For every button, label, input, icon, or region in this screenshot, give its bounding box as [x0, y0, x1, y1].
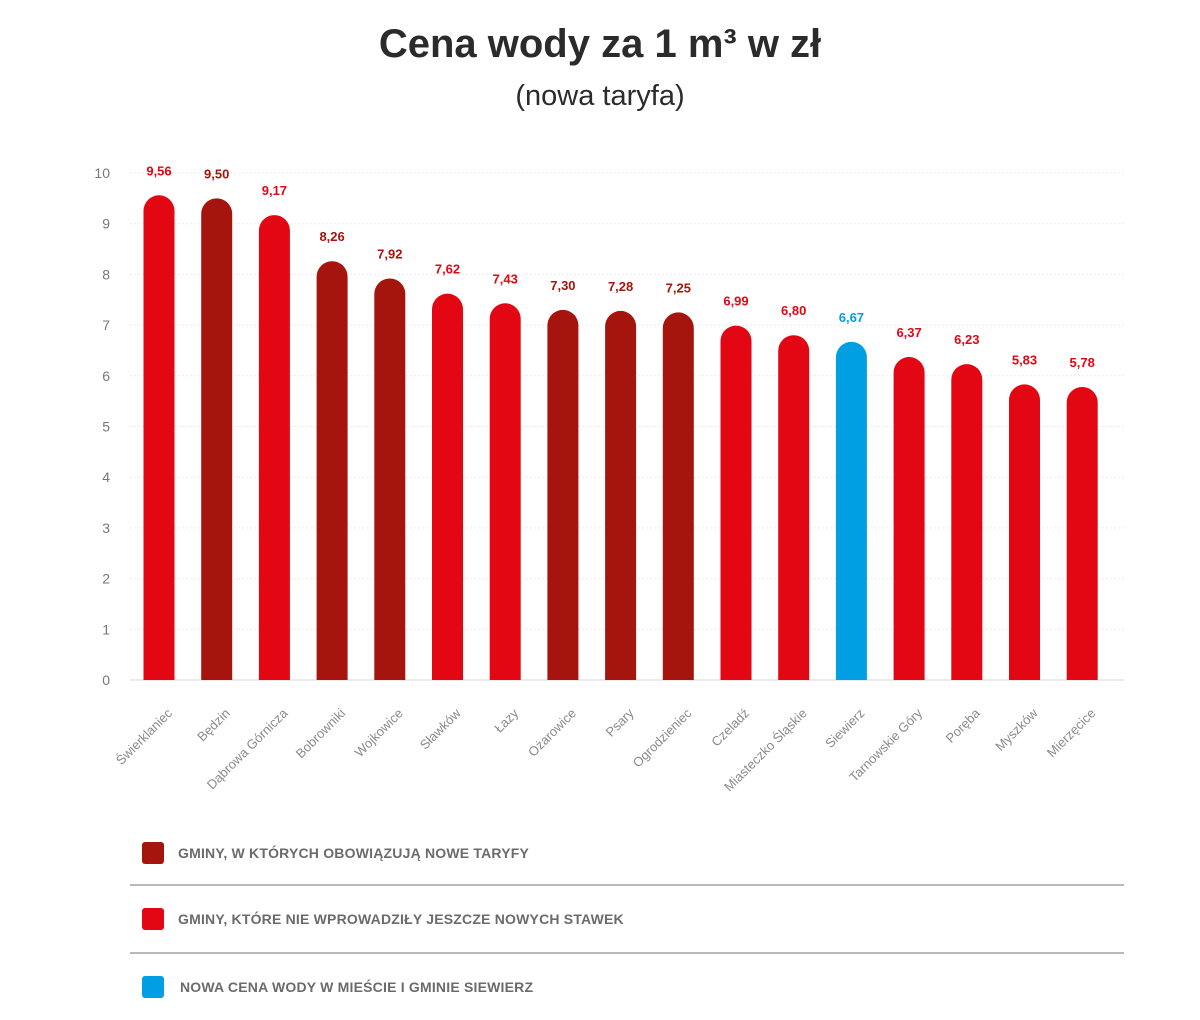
bar [432, 293, 463, 680]
legend-divider [130, 884, 1124, 886]
bar [316, 261, 348, 680]
bar [893, 357, 925, 680]
bar [489, 303, 521, 680]
y-tick-label: 2 [102, 571, 110, 587]
value-label: 7,30 [550, 278, 575, 293]
value-label: 7,62 [435, 262, 460, 277]
value-label: 9,17 [262, 183, 287, 198]
value-label: 5,78 [1070, 355, 1095, 370]
value-label: 6,67 [839, 310, 864, 325]
value-label: 6,80 [781, 303, 806, 318]
legend-label-new-tariffs: GMINY, W KTÓRYCH OBOWIĄZUJĄ NOWE TARYFY [178, 845, 530, 861]
bar [951, 364, 983, 680]
y-tick-label: 9 [102, 216, 110, 232]
y-tick-label: 7 [102, 317, 110, 333]
bar [605, 310, 637, 680]
bar [374, 278, 406, 680]
x-tick-label: Będzin [194, 706, 233, 745]
x-tick-label: Mierzęcice [1044, 706, 1099, 761]
legend-item-siewierz: NOWA CENA WODY W MIEŚCIE I GMINIE SIEWIE… [130, 968, 1124, 1008]
bar [1066, 386, 1098, 680]
chart-title: Cena wody za 1 m³ w zł [378, 22, 822, 66]
value-label: 8,26 [319, 229, 344, 244]
value-label: 9,50 [204, 166, 229, 181]
x-tick-label: Sławków [417, 705, 464, 752]
value-label: 7,25 [666, 280, 691, 295]
y-tick-label: 1 [102, 621, 110, 637]
value-labels: 9,56 9,50 9,17 8,26 7,92 7,62 7,43 7,30 7,28 7,25… [146, 163, 1095, 370]
legend-swatch-new-tariffs [142, 842, 164, 864]
y-tick-label: 8 [102, 266, 110, 282]
bar [662, 312, 694, 680]
bar [720, 325, 752, 680]
value-label: 9,56 [146, 163, 171, 178]
y-tick-label: 3 [102, 520, 110, 536]
x-tick-label: Psary [603, 705, 637, 739]
legend-divider [130, 952, 1124, 954]
bar [1009, 384, 1040, 680]
legend-swatch-old-rates [142, 908, 164, 930]
x-tick-label: Łazy [491, 705, 521, 735]
legend: GMINY, W KTÓRYCH OBOWIĄZUJĄ NOWE TARYFY … [130, 834, 1124, 1004]
y-tick-label: 4 [102, 469, 110, 485]
value-label: 7,92 [377, 246, 402, 261]
y-tick-label: 5 [102, 419, 110, 435]
value-label: 7,28 [608, 279, 633, 294]
x-tick-label: Myszków [992, 705, 1041, 754]
x-tick-label: Czeladź [708, 706, 752, 750]
value-label: 6,99 [723, 294, 748, 309]
bar [547, 309, 579, 680]
bar [258, 215, 290, 680]
bar [143, 195, 175, 681]
bar [778, 335, 810, 680]
legend-label-old-rates: GMINY, KTÓRE NIE WPROWADZIŁY JESZCZE NOW… [178, 911, 624, 927]
legend-label-siewierz: NOWA CENA WODY W MIEŚCIE I GMINIE SIEWIE… [180, 979, 534, 995]
y-tick-label: 6 [102, 368, 110, 384]
x-tick-label: Ogrodzieniec [630, 705, 695, 770]
x-tick-label: Siewierz [822, 706, 867, 751]
legend-item-old-rates: GMINY, KTÓRE NIE WPROWADZIŁY JESZCZE NOW… [130, 900, 1124, 940]
value-label: 7,43 [493, 271, 518, 286]
bar [201, 198, 233, 680]
x-tick-label: Wojkowice [352, 706, 406, 760]
bar [835, 341, 867, 680]
chart-subtitle: (nowa taryfa) [515, 80, 685, 112]
y-axis-ticks: 0 1 2 3 4 5 6 7 8 9 10 [94, 165, 110, 688]
value-label: 6,23 [954, 332, 979, 347]
y-tick-label: 0 [102, 672, 110, 688]
x-tick-label: Świerklaniec [113, 705, 176, 768]
legend-swatch-siewierz [142, 976, 164, 998]
x-tick-label: Ożarowice [525, 706, 579, 760]
bars [143, 195, 1098, 681]
x-tick-label: Bobrowniki [293, 705, 349, 761]
legend-item-new-tariffs: GMINY, W KTÓRYCH OBOWIĄZUJĄ NOWE TARYFY [130, 834, 1124, 874]
value-label: 6,37 [896, 325, 921, 340]
x-tick-label: Poręba [943, 705, 984, 746]
bar-chart: 0 1 2 3 4 5 6 7 8 9 10 9,56 9,50 9,17 8,26 7,92 7,62 7,4… [94, 163, 1124, 794]
value-label: 5,83 [1012, 352, 1037, 367]
y-tick-label: 10 [94, 165, 110, 181]
